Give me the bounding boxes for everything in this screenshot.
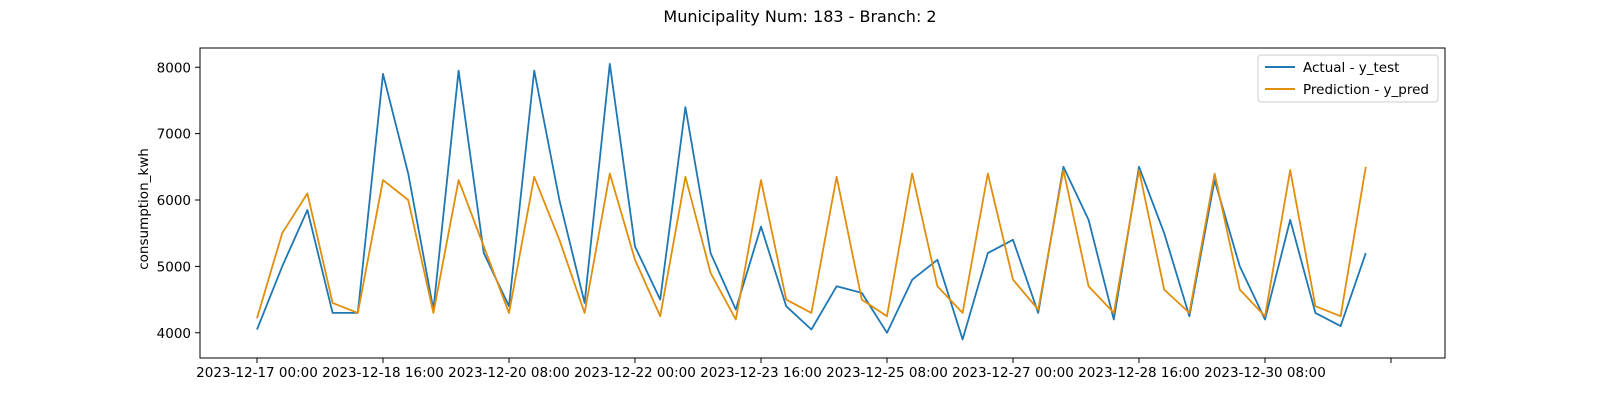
- y-tick-label: 4000: [157, 326, 191, 342]
- plot-area-frame: [199, 47, 1446, 359]
- y-tick-label: 8000: [157, 60, 191, 76]
- x-tick-label: 2023-12-17 00:00: [196, 365, 318, 381]
- y-axis-title: consumption_kwh: [136, 148, 152, 270]
- x-axis: 2023-12-17 00:00 2023-12-18 16:00 2023-12-…: [196, 358, 1392, 381]
- series-line-actual: [256, 63, 1367, 341]
- legend-box: [1257, 54, 1439, 103]
- x-tick-label: 2023-12-30 08:00: [1204, 365, 1326, 381]
- x-tick-label: 2023-12-22 00:00: [574, 365, 696, 381]
- y-axis: 4000 5000 6000 7000 8000: [157, 60, 200, 342]
- x-tick-label: 2023-12-27 00:00: [952, 365, 1074, 381]
- x-tick-label: 2023-12-28 16:00: [1078, 365, 1200, 381]
- series-line-prediction: [256, 166, 1367, 321]
- x-tick-label: 2023-12-23 16:00: [700, 365, 822, 381]
- legend: Actual - y_test Prediction - y_pred: [1257, 54, 1439, 103]
- y-tick-label: 5000: [157, 259, 191, 275]
- x-tick-label: 2023-12-25 08:00: [826, 365, 948, 381]
- y-tick-label: 6000: [157, 193, 191, 209]
- series-layer: [256, 63, 1367, 341]
- y-tick-label: 7000: [157, 127, 191, 143]
- x-tick-label: 2023-12-20 08:00: [448, 365, 570, 381]
- legend-label-prediction: Prediction - y_pred: [1303, 82, 1429, 98]
- x-tick-label: 2023-12-18 16:00: [322, 365, 444, 381]
- legend-label-actual: Actual - y_test: [1303, 60, 1399, 76]
- chart-title: Municipality Num: 183 - Branch: 2: [663, 7, 936, 26]
